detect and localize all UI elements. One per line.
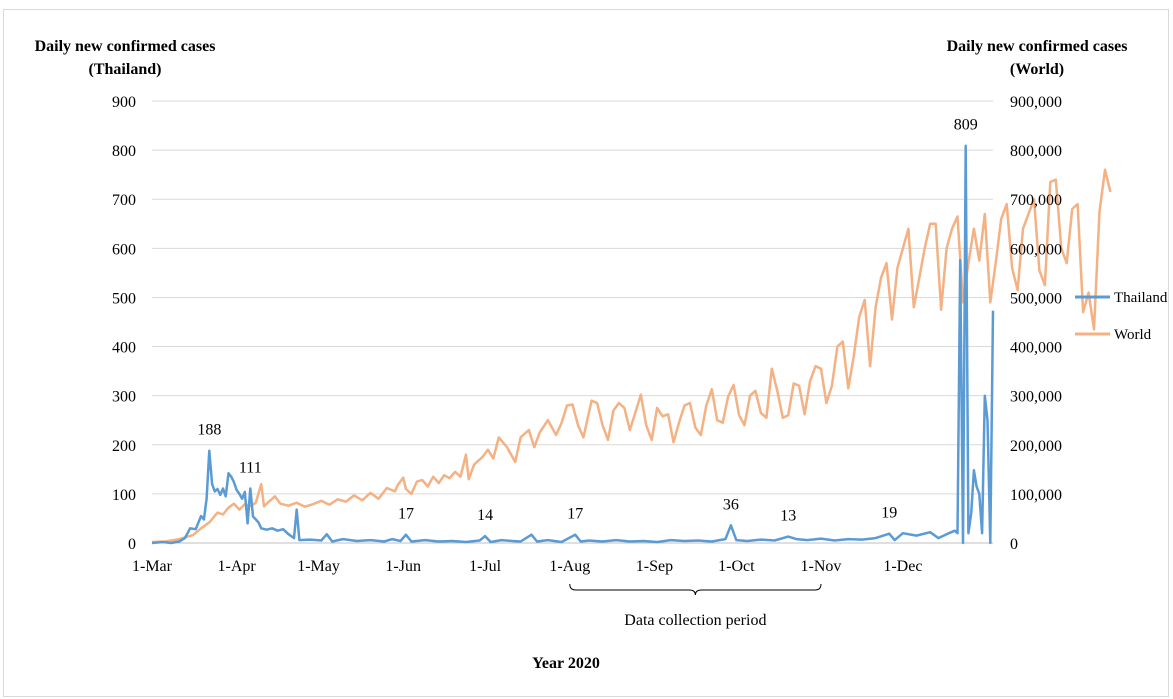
y-left-tick-label: 200	[112, 438, 136, 455]
x-tick-label: 1-Aug	[549, 558, 590, 575]
left-axis-subtitle: (Thailand)	[89, 61, 162, 78]
x-axis-title: Year 2020	[532, 655, 600, 672]
x-tick-label: 1-Jun	[385, 558, 421, 575]
data-label: 17	[398, 506, 414, 523]
right-axis-subtitle: (World)	[1010, 61, 1064, 78]
data-label: 809	[954, 117, 978, 134]
data-label: 36	[723, 496, 739, 513]
y-left-tick-label: 400	[112, 340, 136, 357]
y-left-tick-label: 500	[112, 290, 136, 307]
x-tick-label: 1-Jul	[469, 558, 502, 575]
x-tick-label: 1-Mar	[132, 558, 173, 575]
y-right-tick-label: 0	[1010, 536, 1018, 553]
series-line-thailand	[151, 144, 995, 545]
y-left-tick-label: 900	[112, 94, 136, 111]
y-left-tick-label: 0	[128, 536, 136, 553]
y-right-tick-label: 100,000	[1010, 487, 1062, 504]
legend-label-world: World	[1114, 327, 1152, 343]
data-label: 17	[567, 506, 583, 523]
data-labels: 188 111 17 14 17 36 13 19 809	[197, 117, 977, 525]
x-tick-label: 1-May	[297, 558, 340, 575]
data-label: 14	[477, 507, 493, 524]
y-left-tick-label: 700	[112, 192, 136, 209]
bracket-line	[569, 583, 822, 596]
y-left-tick-label: 800	[112, 143, 136, 160]
x-tick-label: 1-Nov	[801, 558, 842, 575]
y-right-tick-label: 800,000	[1010, 143, 1062, 160]
x-tick-label: 1-Oct	[718, 558, 755, 575]
y-right-tick-label: 200,000	[1010, 438, 1062, 455]
bracket-label: Data collection period	[624, 612, 766, 629]
axis-ticks: 0 0 100 100,000 200 200,000 300 300,000 400 400,0…	[112, 94, 1062, 575]
y-left-tick-label: 100	[112, 487, 136, 504]
y-right-tick-label: 700,000	[1010, 192, 1062, 209]
legend: Thailand World	[1075, 290, 1168, 343]
x-tick-label: 1-Apr	[218, 558, 257, 575]
gridlines	[152, 100, 993, 544]
x-tick-label: 1-Dec	[883, 558, 922, 575]
data-collection-bracket: Data collection period	[569, 583, 822, 629]
y-right-tick-label: 900,000	[1010, 94, 1062, 111]
data-label: 188	[197, 422, 221, 439]
y-right-tick-label: 500,000	[1010, 290, 1062, 307]
x-tick-label: 1-Sep	[636, 558, 673, 575]
data-label: 13	[780, 508, 796, 525]
series-lines	[151, 144, 1112, 545]
y-right-tick-label: 400,000	[1010, 340, 1062, 357]
left-axis-title: Daily new confirmed cases	[35, 38, 216, 55]
y-right-tick-label: 600,000	[1010, 241, 1062, 258]
legend-label-thailand: Thailand	[1114, 290, 1168, 306]
y-left-tick-label: 300	[112, 389, 136, 406]
data-label: 111	[239, 459, 262, 476]
data-label: 19	[881, 505, 897, 522]
chart-frame	[3, 9, 1169, 697]
right-axis-title: Daily new confirmed cases	[947, 38, 1128, 55]
y-left-tick-label: 600	[112, 241, 136, 258]
y-right-tick-label: 300,000	[1010, 389, 1062, 406]
